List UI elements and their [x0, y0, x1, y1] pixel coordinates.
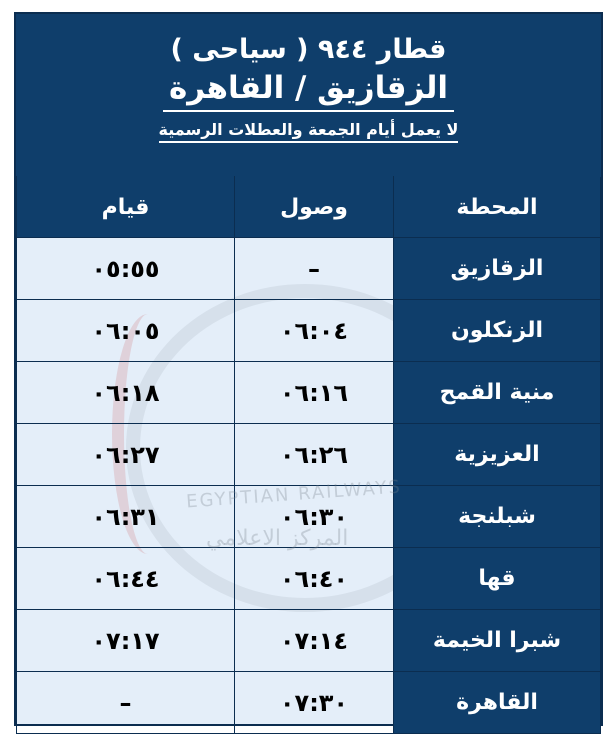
station-cell: الزقازيق — [393, 237, 601, 300]
route-title: الزقازيق / القاهرة — [162, 68, 455, 112]
arrival-cell: – — [234, 237, 394, 300]
table-row: قها ٠٦:٤٠ ٠٦:٤٤ — [16, 547, 601, 610]
departure-cell: ٠٧:١٧ — [16, 609, 235, 672]
departure-cell: – — [16, 671, 235, 734]
station-cell: شبرا الخيمة — [393, 609, 601, 672]
arrival-cell: ٠٦:١٦ — [234, 361, 394, 424]
watermark-text-ar: المركز الاعلامي — [206, 526, 349, 551]
column-header-row: المحطة وصول قيام — [16, 176, 601, 238]
station-cell: منية القمح — [393, 361, 601, 424]
table-row: شبرا الخيمة ٠٧:١٤ ٠٧:١٧ — [16, 609, 601, 672]
arrival-cell: ٠٦:٣٠ — [234, 485, 394, 548]
arrival-cell: ٠٦:٠٤ — [234, 299, 394, 362]
table-row: شبلنجة ٠٦:٣٠ ٠٦:٣١ — [16, 485, 601, 548]
table-row: الزنكلون ٠٦:٠٤ ٠٦:٠٥ — [16, 299, 601, 362]
station-cell: الزنكلون — [393, 299, 601, 362]
station-cell: القاهرة — [393, 671, 601, 734]
departure-cell: ٠٦:١٨ — [16, 361, 235, 424]
timetable-sheet: قطار ٩٤٤ ( سياحى ) الزقازيق / القاهرة لا… — [14, 12, 603, 734]
arrival-cell: ٠٧:١٤ — [234, 609, 394, 672]
timetable-header: قطار ٩٤٤ ( سياحى ) الزقازيق / القاهرة لا… — [16, 14, 601, 176]
departure-cell: ٠٦:٣١ — [16, 485, 235, 548]
arrival-cell: ٠٧:٣٠ — [234, 671, 394, 734]
table-row: منية القمح ٠٦:١٦ ٠٦:١٨ — [16, 361, 601, 424]
station-cell: شبلنجة — [393, 485, 601, 548]
departure-cell: ٠٦:٠٥ — [16, 299, 235, 362]
schedule-table: المحطة وصول قيام الزقازيق –٠٥:٥٥ الزنكلون ٠… — [16, 176, 601, 734]
column-header-arrival: وصول — [234, 176, 394, 238]
column-header-station: المحطة — [393, 176, 601, 238]
station-cell: قها — [393, 547, 601, 610]
departure-cell: ٠٥:٥٥ — [16, 237, 235, 300]
departure-cell: ٠٦:٢٧ — [16, 423, 235, 486]
arrival-cell: ٠٦:٤٠ — [234, 547, 394, 610]
service-note: لا يعمل أيام الجمعة والعطلات الرسمية — [158, 120, 459, 143]
station-cell: العزيزية — [393, 423, 601, 486]
train-title: قطار ٩٤٤ ( سياحى ) — [170, 34, 447, 65]
column-header-departure: قيام — [16, 176, 235, 238]
table-row: العزيزية ٠٦:٢٦ ٠٦:٢٧ — [16, 423, 601, 486]
arrival-cell: ٠٦:٢٦ — [234, 423, 394, 486]
table-row: القاهرة ٠٧:٣٠– — [16, 671, 601, 734]
table-row: الزقازيق –٠٥:٥٥ — [16, 237, 601, 300]
departure-cell: ٠٦:٤٤ — [16, 547, 235, 610]
